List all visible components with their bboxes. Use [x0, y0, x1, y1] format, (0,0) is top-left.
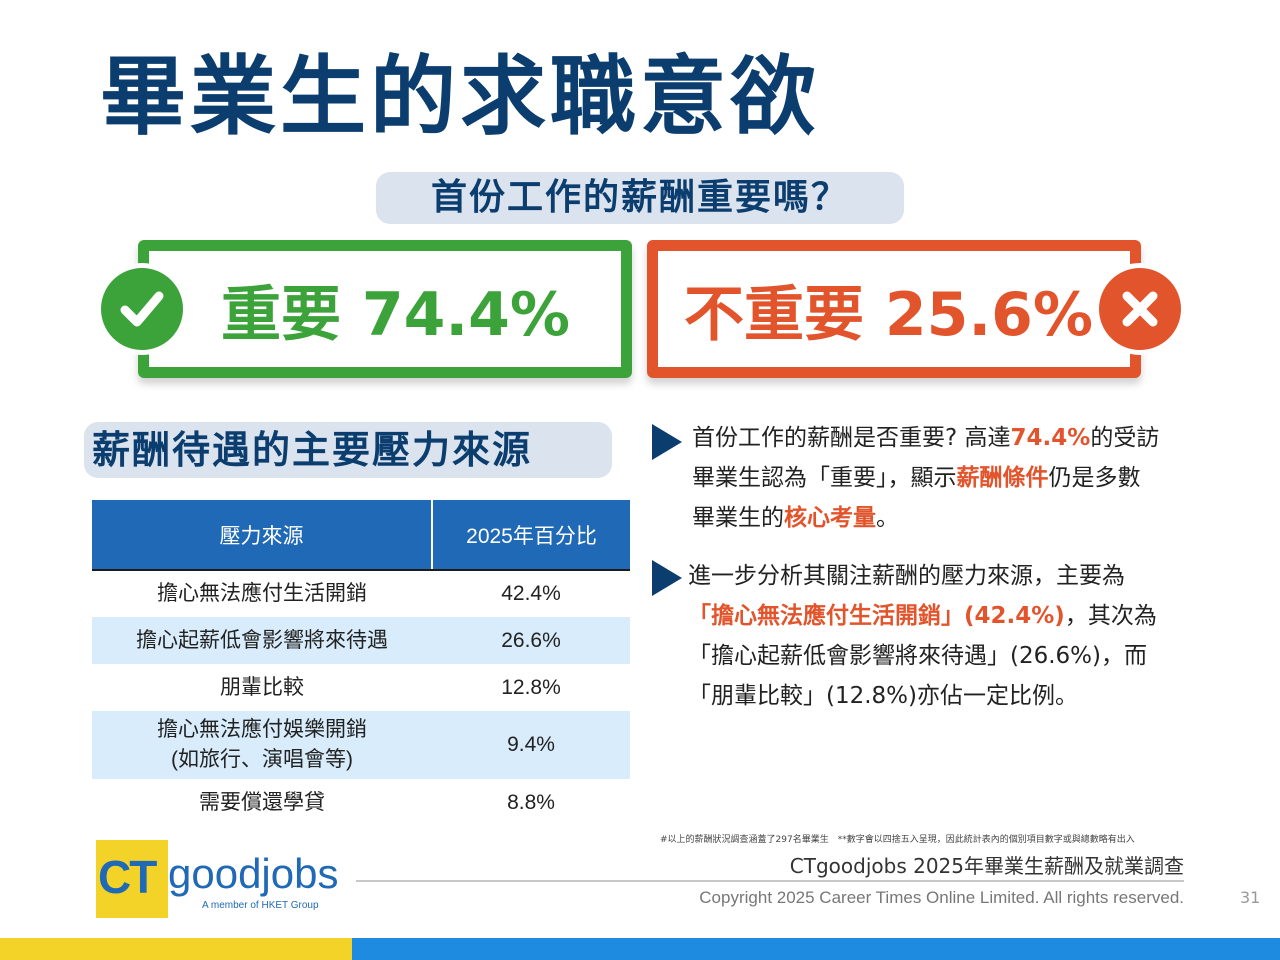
important-box: 重要 74.4%: [138, 240, 632, 378]
footer-bar-blue: [352, 938, 1280, 960]
row-source: 擔心無法應付生活開銷: [157, 582, 367, 605]
page-number: 31: [1240, 888, 1261, 907]
row-pct: 8.8%: [507, 790, 555, 814]
triangle-bullet-icon: [652, 560, 682, 596]
row-source-line2: (如旅行、演唱會等): [171, 748, 353, 771]
table-header-row: 壓力來源 2025年百分比: [92, 500, 630, 571]
row-source: 需要償還學貸: [199, 790, 325, 814]
not-important-box: 不重要 25.6%: [647, 240, 1141, 378]
triangle-bullet-icon: [652, 424, 682, 460]
section-title: 薪酬待遇的主要壓力來源: [84, 422, 612, 478]
survey-source: CTgoodjobs 2025年畢業生薪酬及就業調查: [789, 854, 1184, 878]
footer-bar-yellow: [0, 938, 352, 960]
table-row: 擔心無法應付娛樂開銷 (如旅行、演唱會等) 9.4%: [92, 711, 630, 779]
row-pct: 26.6%: [432, 617, 630, 664]
page-title: 畢業生的求職意欲: [100, 47, 820, 147]
cross-icon: [1094, 263, 1186, 355]
footer-divider: [356, 880, 1184, 882]
row-pct: 12.8%: [501, 675, 561, 699]
row-source: 朋輩比較: [220, 675, 304, 699]
row-pct: 9.4%: [432, 711, 630, 779]
table-row: 擔心無法應付生活開銷 42.4%: [92, 570, 630, 617]
logo-ct-block: CT: [96, 840, 168, 918]
row-pct: 42.4%: [501, 582, 561, 605]
important-label: 重要 74.4%: [221, 280, 571, 350]
paragraph-importance: 首份工作的薪酬是否重要? 高達74.4%的受訪畢業生認為「重要」，顯示薪酬條件仍…: [692, 425, 1160, 531]
copyright: Copyright 2025 Career Times Online Limit…: [699, 888, 1184, 907]
table-row: 需要償還學貸 8.8%: [92, 779, 630, 826]
stress-table: 壓力來源 2025年百分比 擔心無法應付生活開銷 42.4% 擔心起薪低會影響將…: [92, 500, 630, 826]
question-banner: 首份工作的薪酬重要嗎？: [376, 172, 904, 224]
table-row: 朋輩比較 12.8%: [92, 664, 630, 711]
column-header-pct: 2025年百分比: [431, 500, 630, 571]
row-source: 擔心起薪低會影響將來待遇: [92, 617, 432, 664]
column-header-source: 壓力來源: [92, 500, 432, 571]
footnote: #以上的薪酬狀況調查涵蓋了297名畢業生 **數字會以四捨五入呈現，因此統計表內…: [660, 835, 1135, 845]
paragraph-stress-analysis: 進一步分析其關注薪酬的壓力來源，主要為「擔心無法應付生活開銷」(42.4%)，其…: [688, 563, 1157, 709]
logo-tagline: A member of HKET Group: [202, 900, 319, 911]
ctgoodjobs-logo: CT goodjobs A member of HKET Group: [96, 840, 346, 920]
table-row: 擔心起薪低會影響將來待遇 26.6%: [92, 617, 630, 664]
check-icon: [96, 263, 188, 355]
not-important-label: 不重要 25.6%: [684, 280, 1094, 350]
row-source: 擔心無法應付娛樂開銷 (如旅行、演唱會等): [92, 711, 432, 779]
row-source-line1: 擔心無法應付娛樂開銷: [157, 718, 367, 741]
logo-wordmark: goodjobs: [168, 850, 339, 897]
